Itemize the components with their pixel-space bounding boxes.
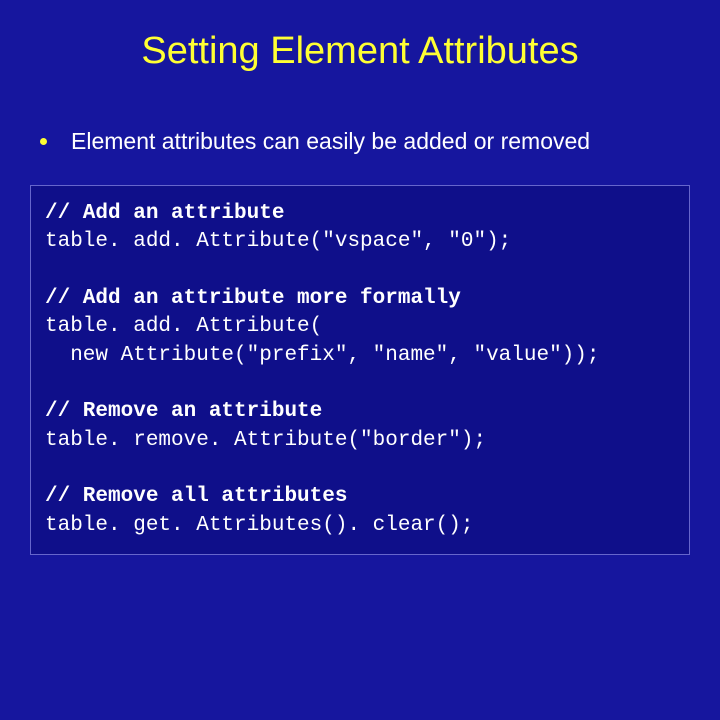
bullet-item: Element attributes can easily be added o… [40, 128, 690, 155]
code-comment: // Remove all attributes [45, 485, 347, 508]
slide-title: Setting Element Attributes [30, 30, 690, 73]
bullet-text: Element attributes can easily be added o… [71, 128, 590, 155]
code-comment: // Remove an attribute [45, 400, 322, 423]
code-comment: // Add an attribute [45, 202, 284, 225]
code-line: table. get. Attributes(). clear(); [45, 514, 473, 537]
code-line: table. add. Attribute( new Attribute("pr… [45, 315, 600, 366]
code-comment: // Add an attribute more formally [45, 287, 461, 310]
code-line: table. remove. Attribute("border"); [45, 429, 486, 452]
code-line: table. add. Attribute("vspace", "0"); [45, 230, 511, 253]
bullet-icon [40, 138, 47, 145]
code-box: // Add an attribute table. add. Attribut… [30, 185, 690, 555]
slide: Setting Element Attributes Element attri… [0, 0, 720, 720]
